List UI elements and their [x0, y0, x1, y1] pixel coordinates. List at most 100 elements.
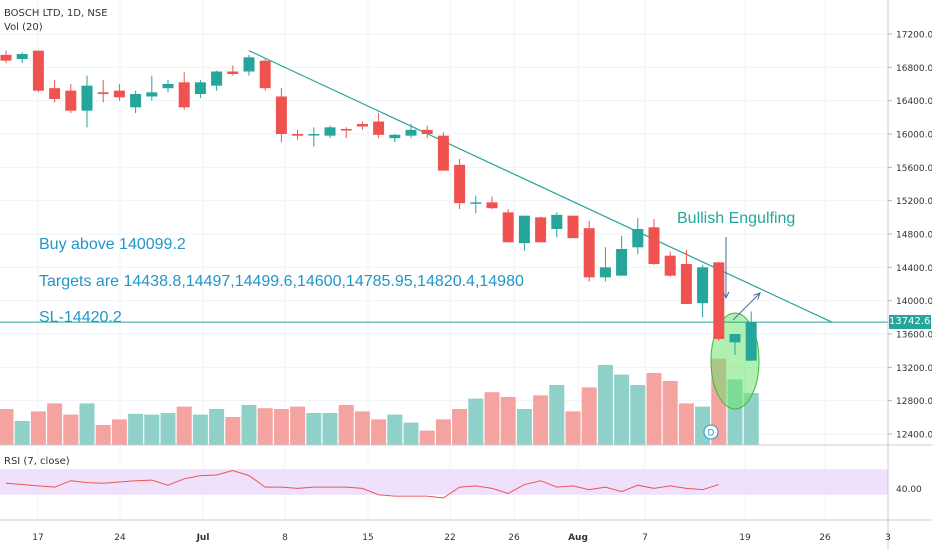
candle	[405, 124, 417, 139]
candle	[340, 127, 352, 139]
candle	[632, 218, 644, 254]
volume-bar	[176, 406, 192, 445]
y-tick-label: 16000.00	[896, 131, 932, 141]
volume-bar	[192, 414, 208, 445]
volume-bar	[338, 405, 354, 445]
targets-annotation: Targets are 14438.8,14497,14499.6,14600,…	[39, 273, 524, 290]
y-tick-label: 15600.00	[896, 164, 932, 174]
y-tick-label: 15200.00	[896, 197, 932, 207]
x-tick-label: 8	[282, 533, 288, 543]
candle	[97, 79, 109, 103]
candle	[259, 59, 271, 91]
volume-bar	[516, 409, 532, 445]
candle	[243, 54, 255, 76]
dividend-marker[interactable]	[703, 424, 719, 440]
y-tick-label: 12800.00	[896, 397, 932, 407]
volume-bar	[662, 381, 678, 445]
volume-bar	[128, 413, 144, 445]
volume-bar	[241, 405, 257, 445]
volume-bar	[322, 413, 338, 445]
volume-bar	[452, 409, 468, 445]
pattern-annotation: Bullish Engulfing	[677, 210, 796, 227]
rsi-label: RSI (7, close)	[4, 456, 70, 467]
candle	[146, 75, 158, 101]
volume-bar	[257, 408, 273, 445]
y-tick-label: 16400.00	[896, 97, 932, 107]
candle	[518, 215, 530, 251]
candle	[486, 196, 498, 209]
y-axis[interactable]: 17200.00 16800.00 16400.00 16000.00 15600.00…	[888, 31, 932, 495]
volume-bars	[0, 358, 759, 445]
y-tick-label: 13200.00	[896, 364, 932, 374]
y-tick-label: 16800.00	[896, 64, 932, 74]
y-tick-label: 13600.00	[896, 331, 932, 341]
volume-bar	[435, 419, 451, 445]
candle	[308, 127, 320, 147]
volume-bar	[160, 413, 176, 445]
candle	[680, 249, 692, 304]
candle	[275, 88, 287, 143]
x-tick-label: 15	[362, 533, 373, 543]
rsi-tick-label: 40.00	[896, 485, 922, 495]
candle	[502, 209, 514, 243]
volume-bar	[111, 419, 127, 445]
candle	[16, 52, 28, 64]
stop-loss-annotation: SL-14420.2	[39, 309, 122, 326]
candles	[0, 50, 757, 361]
candle	[583, 220, 595, 282]
candle	[437, 132, 449, 171]
candle	[616, 235, 628, 276]
dividend-marker-label: D	[708, 429, 715, 439]
volume-bar	[597, 365, 613, 445]
volume-bar	[47, 403, 63, 445]
x-tick-label: Aug	[568, 533, 588, 543]
volume-bar	[273, 409, 289, 445]
x-tick-label: 7	[642, 533, 648, 543]
candle	[470, 195, 482, 214]
candle	[81, 75, 93, 128]
volume-bar	[30, 411, 46, 445]
x-tick-label: 26	[508, 533, 520, 543]
volume-bar	[387, 414, 403, 445]
buy-annotation: Buy above 140099.2	[39, 236, 186, 253]
trendline[interactable]	[248, 50, 833, 323]
volume-bar	[0, 409, 14, 445]
volume-bar	[419, 430, 435, 445]
x-tick-label: 22	[444, 533, 455, 543]
volume-bar	[306, 413, 322, 445]
candle	[729, 334, 741, 355]
volume-bar	[79, 403, 95, 445]
candle	[648, 219, 660, 265]
x-tick-label: 19	[739, 533, 751, 543]
volume-bar	[14, 421, 30, 445]
candle	[664, 251, 676, 277]
last-price-tag: 13742.65	[889, 315, 932, 329]
volume-bar	[743, 393, 759, 445]
candle	[113, 84, 125, 101]
volume-bar	[95, 425, 111, 445]
volume-bar	[614, 374, 630, 445]
candle	[454, 159, 466, 209]
volume-bar	[225, 417, 241, 445]
candle	[32, 50, 44, 93]
chart-title: BOSCH LTD, 1D, NSE	[4, 8, 108, 19]
candle	[194, 79, 206, 99]
volume-bar	[549, 385, 565, 445]
candle	[178, 72, 190, 110]
y-tick-label: 17200.00	[896, 31, 932, 41]
volume-bar	[500, 397, 516, 445]
candle	[713, 262, 725, 341]
volume-bar	[533, 395, 549, 445]
candle	[162, 79, 174, 93]
candle	[65, 84, 77, 114]
volume-bar	[630, 385, 646, 445]
volume-bar	[290, 406, 306, 445]
volume-bar	[484, 392, 500, 445]
volume-bar	[209, 409, 225, 445]
candle	[389, 134, 401, 143]
candle	[0, 50, 12, 64]
x-tick-label: 26	[819, 533, 831, 543]
candle	[697, 264, 709, 318]
x-axis[interactable]: 17 24 Jul 8 15 22 26 Aug 7 19 26 3	[32, 533, 891, 543]
